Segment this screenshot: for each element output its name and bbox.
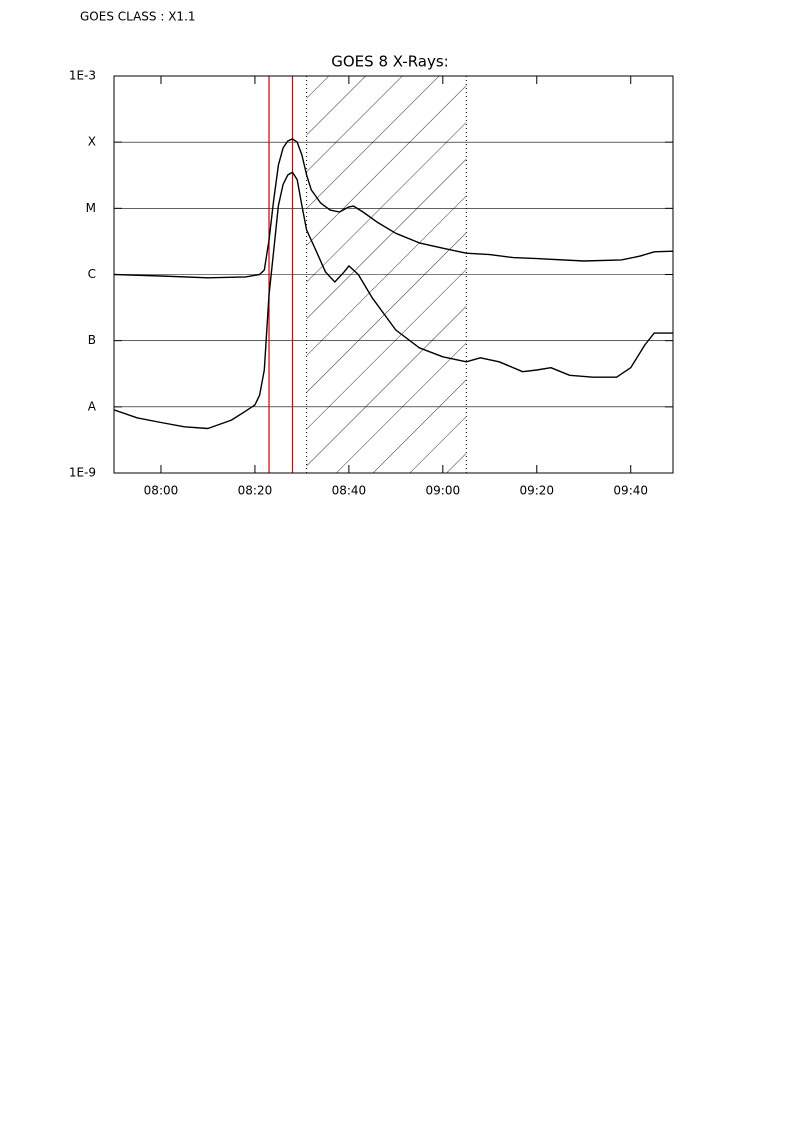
series-line: [114, 171, 673, 430]
y-tick-label: B: [88, 333, 96, 347]
y-tick-label: A: [88, 399, 97, 413]
y-tick-label: 1E-3: [69, 69, 96, 83]
y-tick-label: M: [86, 201, 96, 215]
x-tick-label: 08:00: [144, 484, 179, 498]
series-line: [114, 138, 673, 279]
y-tick-label: C: [88, 267, 96, 281]
plot-area: [114, 138, 673, 430]
x-tick-label: 09:00: [426, 484, 461, 498]
y-tick-label: 1E-9: [69, 466, 96, 480]
x-tick-label: 09:20: [519, 484, 554, 498]
chart-title: GOES 8 X-Rays:: [331, 53, 448, 71]
plot-frame: [113, 75, 674, 474]
y-tick-label: X: [88, 135, 96, 149]
goes-class: GOES CLASS : X1.1: [80, 10, 196, 24]
x-tick-label: 09:40: [613, 484, 648, 498]
x-tick-label: 08:40: [332, 484, 367, 498]
x-tick-label: 08:20: [238, 484, 273, 498]
